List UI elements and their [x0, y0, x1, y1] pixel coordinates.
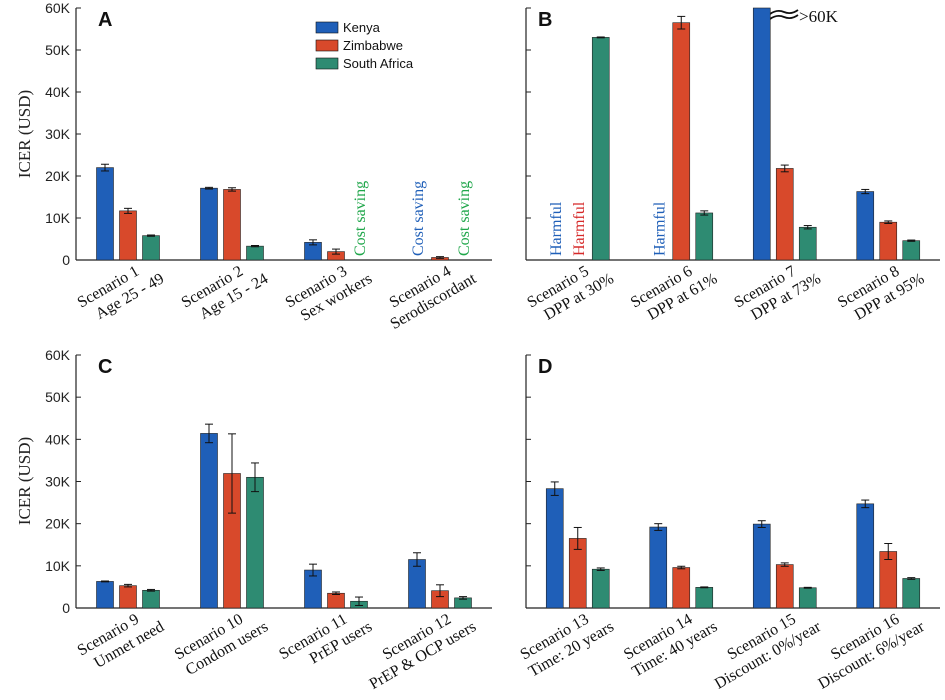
bar-south-africa: [695, 587, 714, 609]
y-tick-label: 10K: [45, 210, 71, 226]
bar-south-africa: [142, 589, 160, 609]
category-label: Scenario 3Sex workers: [283, 254, 375, 328]
y-tick-label: 40K: [45, 431, 71, 447]
category-label: Scenario 9Unmet need: [75, 602, 167, 676]
category-label: Scenario 14Time: 40 years: [620, 602, 721, 681]
annotation-harmful: Harmful: [571, 201, 588, 256]
category-label: Scenario 12PrEP & OCP users: [357, 602, 479, 693]
y-tick-label: 60K: [45, 0, 71, 16]
y-tick-label: 30K: [45, 474, 71, 490]
bar-kenya: [408, 559, 426, 609]
category-label: Scenario 4Serodiscordant: [378, 253, 480, 332]
panel-c-label: C: [98, 356, 112, 378]
bar-zimbabwe: [223, 189, 241, 261]
annotation-harmful: Harmful: [651, 201, 668, 256]
bar-south-africa: [591, 37, 610, 261]
bar-south-africa: [798, 587, 817, 609]
bar-south-africa: [798, 226, 817, 261]
bar-south-africa: [695, 212, 714, 261]
category-label: Scenario 6DPP at 61%: [628, 254, 720, 328]
annotation-cost-saving: Cost saving: [352, 181, 369, 256]
bar-kenya: [96, 581, 114, 609]
bar-zimbabwe: [775, 168, 794, 261]
panel-a-label: A: [98, 9, 112, 31]
bar-kenya: [752, 523, 771, 609]
break-stroke-2: [769, 14, 799, 20]
y-tick-label: 10K: [45, 558, 71, 574]
category-label: Scenario 13Time: 20 years: [516, 602, 617, 681]
chart-marks: 0 10K 20K 30K 40K 50K 60K Scenario 1Age 25 - 49…: [45, 0, 928, 693]
bar-south-africa: [902, 240, 921, 261]
y-tick-label: 50K: [45, 42, 71, 58]
bar-kenya: [545, 488, 564, 609]
legend-swatch-kenya: [315, 21, 339, 34]
break-stroke-1: [769, 9, 799, 15]
bar-kenya: [752, 7, 771, 261]
legend-swatch-south-africa: [315, 57, 339, 70]
bar-kenya: [649, 526, 668, 609]
bar-kenya: [200, 433, 218, 609]
bar-zimbabwe: [672, 22, 691, 261]
bar-zimbabwe: [879, 221, 898, 261]
bar-zimbabwe: [119, 210, 137, 261]
category-label: Scenario 15Discount: 0%/year: [702, 601, 824, 692]
category-label: Scenario 2Age 15 - 24: [179, 254, 271, 328]
panel-a-y-title: ICER (USD): [15, 90, 34, 178]
category-label: Scenario 1Age 25 - 49: [75, 254, 167, 328]
legend-label-south-africa: South Africa: [343, 56, 414, 71]
bar-kenya: [200, 187, 218, 261]
bar-zimbabwe: [672, 567, 691, 609]
category-label: Scenario 5DPP at 30%: [524, 254, 616, 328]
bar-south-africa: [902, 578, 921, 609]
break-label: >60K: [799, 7, 839, 26]
y-tick-label: 60K: [45, 347, 71, 363]
category-label: Scenario 16Discount: 6%/year: [806, 601, 928, 692]
bar-zimbabwe: [119, 585, 137, 609]
panel-b: B: [525, 8, 940, 261]
bar-zimbabwe: [327, 592, 345, 609]
category-label: Scenario 10Condom users: [172, 602, 271, 680]
bar-south-africa: [246, 476, 264, 609]
axis-break-marker: >60K: [769, 7, 839, 26]
y-tick-label: 0: [62, 252, 70, 268]
bar-south-africa: [591, 568, 610, 609]
y-tick-label: 40K: [45, 84, 71, 100]
y-tick-label: 20K: [45, 516, 71, 532]
panel-d: D: [525, 355, 940, 609]
y-tick-label: 20K: [45, 168, 71, 184]
legend: Kenya Zimbabwe South Africa: [315, 20, 414, 71]
panel-d-label: D: [538, 356, 552, 378]
annotation-cost-saving: Cost saving: [410, 181, 427, 256]
category-label: Scenario 11PrEP users: [276, 602, 375, 680]
category-label: Scenario 7DPP at 73%: [731, 254, 823, 328]
panel-c-y-title: ICER (USD): [15, 437, 34, 525]
category-label: Scenario 8DPP at 95%: [835, 254, 927, 328]
y-tick-label: 50K: [45, 389, 71, 405]
legend-swatch-zimbabwe: [315, 39, 339, 52]
y-tick-label: 0: [62, 600, 70, 616]
annotation-cost-saving: Cost saving: [456, 181, 473, 256]
bar-south-africa: [142, 235, 160, 261]
bar-kenya: [856, 191, 875, 261]
bar-south-africa: [246, 245, 264, 261]
annotation-harmful: Harmful: [548, 201, 565, 256]
bar-kenya: [856, 503, 875, 609]
bar-kenya: [96, 167, 114, 261]
legend-label-zimbabwe: Zimbabwe: [343, 38, 403, 53]
panel-b-label: B: [538, 9, 552, 31]
legend-label-kenya: Kenya: [343, 20, 381, 35]
y-tick-label: 30K: [45, 126, 71, 142]
bar-zimbabwe: [775, 564, 794, 609]
